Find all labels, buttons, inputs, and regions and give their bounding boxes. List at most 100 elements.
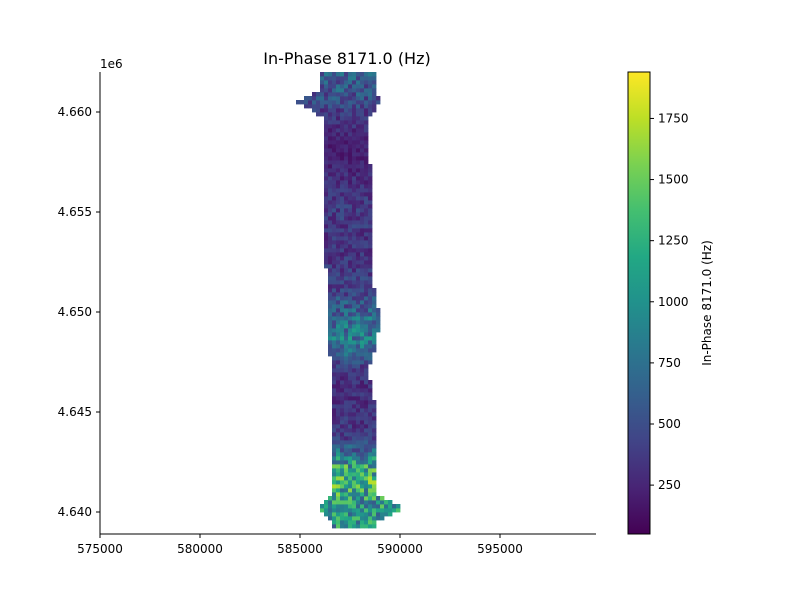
heatmap-cell	[332, 356, 337, 361]
y-tick-label: 4.655	[58, 205, 92, 219]
heatmap-cell	[332, 292, 337, 297]
heatmap-cell	[344, 168, 349, 173]
heatmap-cell	[336, 296, 341, 301]
heatmap-cell	[340, 464, 345, 469]
heatmap-cell	[308, 100, 313, 105]
heatmap-cell	[364, 320, 369, 325]
heatmap-cell	[368, 324, 373, 329]
heatmap-cell	[368, 72, 373, 77]
heatmap-cell	[344, 160, 349, 165]
heatmap-cell	[368, 320, 373, 325]
heatmap-cell	[352, 140, 357, 145]
heatmap-cell	[360, 396, 365, 401]
heatmap-cell	[328, 296, 333, 301]
heatmap-cell	[348, 356, 353, 361]
heatmap-cell	[348, 304, 353, 309]
heatmap-cell	[348, 476, 353, 481]
heatmap-cell	[364, 436, 369, 441]
heatmap-cell	[352, 272, 357, 277]
heatmap-cell	[320, 108, 325, 113]
heatmap-cell	[328, 344, 333, 349]
heatmap-cell	[356, 328, 361, 333]
heatmap-cell	[356, 504, 361, 509]
heatmap-cell	[348, 396, 353, 401]
heatmap-cell	[332, 148, 337, 153]
heatmap-cell	[364, 148, 369, 153]
heatmap-cell	[344, 220, 349, 225]
heatmap-cell	[340, 348, 345, 353]
heatmap-cell	[328, 120, 333, 125]
heatmap-cell	[356, 376, 361, 381]
heatmap-cell	[340, 132, 345, 137]
heatmap-cell	[344, 360, 349, 365]
heatmap-cell	[328, 76, 333, 81]
heatmap-cell	[324, 188, 329, 193]
heatmap-cell	[336, 376, 341, 381]
heatmap-cell	[368, 100, 373, 105]
heatmap-cell	[340, 376, 345, 381]
heatmap-cell	[336, 288, 341, 293]
heatmap-cell	[336, 388, 341, 393]
heatmap-cell	[324, 92, 329, 97]
heatmap-cell	[356, 148, 361, 153]
heatmap-cell	[356, 312, 361, 317]
heatmap-cell	[352, 144, 357, 149]
heatmap-cell	[320, 84, 325, 89]
heatmap-cell	[324, 152, 329, 157]
heatmap-cell	[336, 380, 341, 385]
heatmap-cell	[324, 256, 329, 261]
heatmap-cell	[340, 524, 345, 529]
heatmap-cell	[356, 72, 361, 77]
heatmap-cell	[336, 324, 341, 329]
heatmap-cell	[356, 200, 361, 205]
heatmap-cell	[340, 188, 345, 193]
heatmap-cell	[352, 164, 357, 169]
heatmap-cell	[372, 104, 377, 109]
heatmap-cell	[348, 412, 353, 417]
heatmap-cell	[332, 400, 337, 405]
heatmap-cell	[360, 372, 365, 377]
heatmap-cell	[392, 504, 397, 509]
heatmap-cell	[352, 208, 357, 213]
heatmap-cell	[364, 136, 369, 141]
heatmap-cell	[368, 416, 373, 421]
heatmap-cell	[324, 224, 329, 229]
heatmap-cell	[352, 268, 357, 273]
heatmap-cell	[340, 332, 345, 337]
heatmap-cell	[336, 312, 341, 317]
heatmap-cell	[356, 484, 361, 489]
heatmap-cell	[364, 244, 369, 249]
heatmap-cell	[340, 480, 345, 485]
heatmap-cell	[352, 352, 357, 357]
heatmap-cell	[344, 140, 349, 145]
heatmap-cell	[352, 440, 357, 445]
heatmap-cell	[372, 440, 377, 445]
heatmap-cell	[332, 224, 337, 229]
heatmap-cell	[372, 300, 377, 305]
heatmap-cell	[368, 332, 373, 337]
heatmap-cell	[336, 80, 341, 85]
heatmap-cell	[328, 124, 333, 129]
heatmap-cell	[372, 484, 377, 489]
heatmap-cell	[352, 216, 357, 221]
heatmap-cell	[328, 324, 333, 329]
heatmap-cell	[364, 412, 369, 417]
heatmap-cell	[324, 140, 329, 145]
heatmap-cell	[364, 516, 369, 521]
heatmap-cell	[336, 128, 341, 133]
heatmap-cell	[336, 516, 341, 521]
heatmap-cell	[336, 252, 341, 257]
heatmap-cell	[344, 88, 349, 93]
heatmap-cell	[360, 148, 365, 153]
heatmap-cell	[308, 104, 313, 109]
heatmap-cell	[360, 376, 365, 381]
heatmap-cell	[376, 500, 381, 505]
heatmap-cell	[364, 160, 369, 165]
heatmap-cell	[356, 304, 361, 309]
heatmap-cell	[356, 228, 361, 233]
heatmap-cell	[356, 472, 361, 477]
heatmap-cell	[336, 180, 341, 185]
heatmap-cell	[376, 328, 381, 333]
heatmap-cell	[364, 508, 369, 513]
heatmap-cell	[368, 388, 373, 393]
